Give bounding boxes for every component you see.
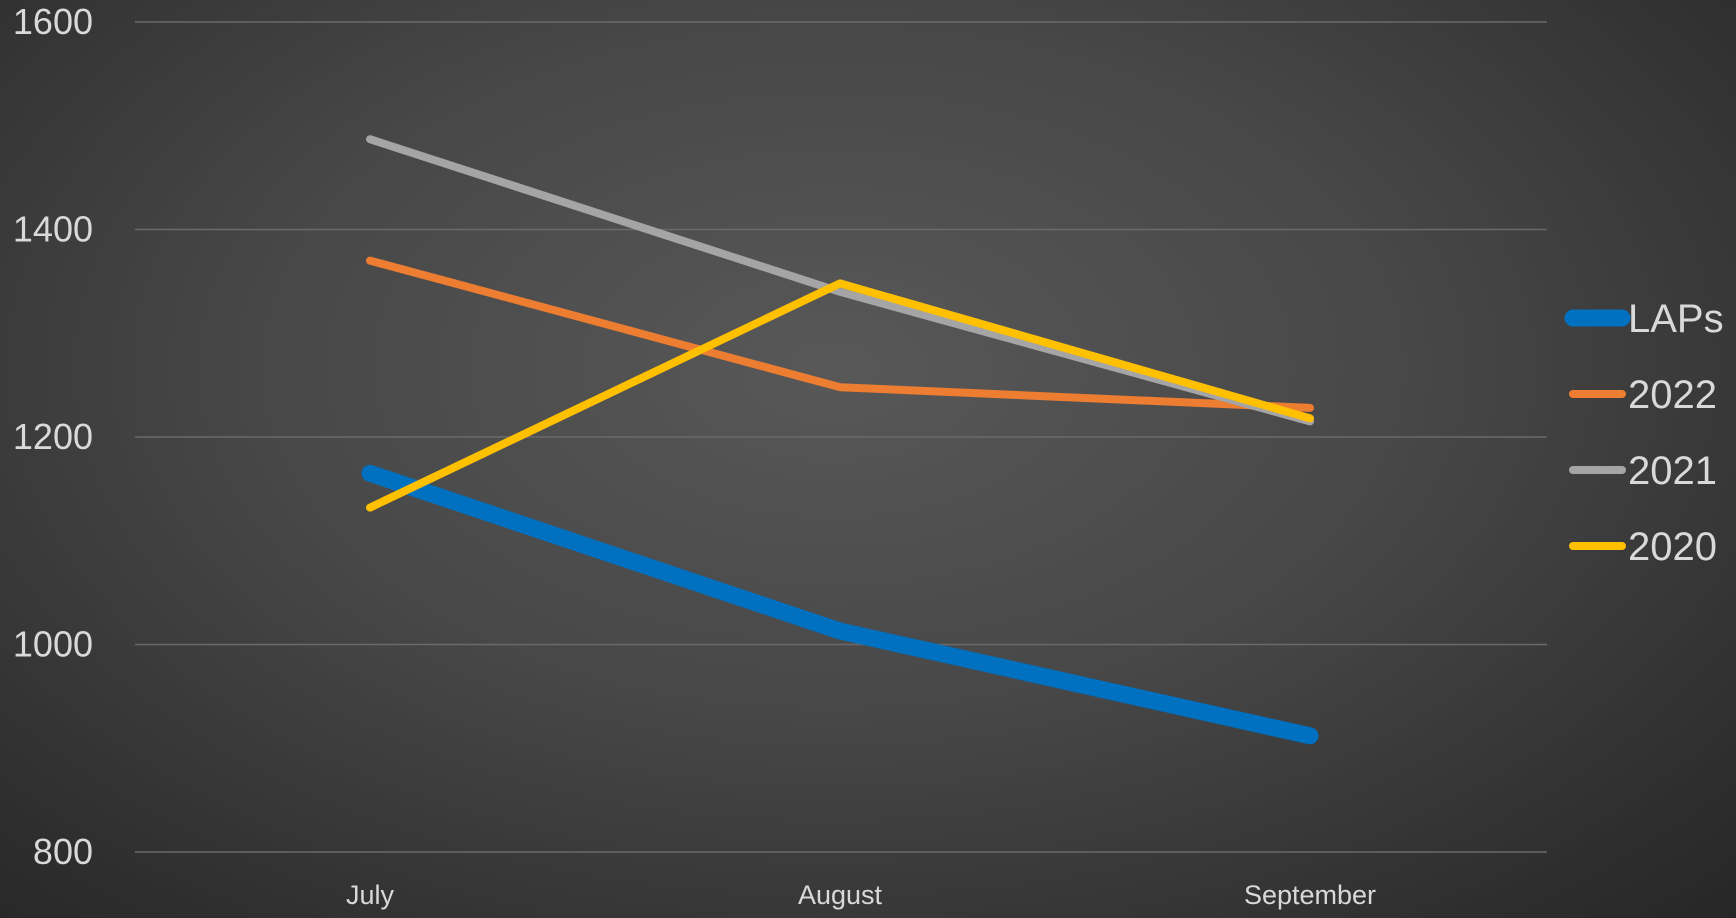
y-axis-ticks: 800 1000 1200 1400 1600: [13, 1, 93, 872]
series-line-2021: [366, 135, 1314, 426]
legend-label: 2022: [1628, 373, 1717, 417]
series-line-2022: [366, 256, 1314, 412]
x-tick-label: August: [798, 880, 883, 910]
y-tick-label: 1400: [13, 209, 93, 250]
legend-label: 2021: [1628, 449, 1717, 493]
gridlines: [135, 21, 1547, 853]
series-lines: [361, 135, 1319, 745]
legend-label: 2020: [1628, 525, 1717, 569]
series-line-2020: [366, 279, 1314, 512]
x-tick-label: September: [1244, 880, 1376, 910]
y-tick-label: 800: [33, 831, 93, 872]
y-tick-label: 1000: [13, 624, 93, 665]
legend-label: LAPs: [1628, 297, 1724, 341]
y-tick-label: 1200: [13, 416, 93, 457]
legend: LAPs 2022 2021 2020: [1564, 297, 1724, 569]
y-tick-label: 1600: [13, 1, 93, 42]
series-line-laps: [361, 464, 1319, 745]
x-tick-label: July: [346, 880, 395, 910]
x-axis-ticks: July August September: [346, 880, 1376, 910]
